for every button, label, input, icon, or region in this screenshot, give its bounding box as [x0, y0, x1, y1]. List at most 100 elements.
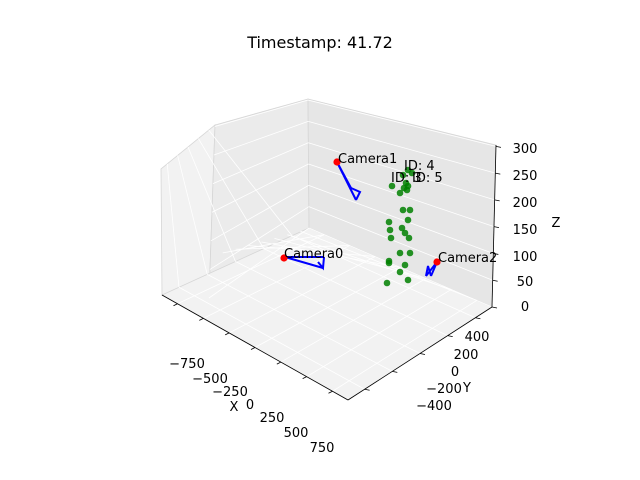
y-grid-line [207, 274, 393, 372]
keypoint [401, 261, 409, 269]
camera0-ray [284, 256, 324, 269]
x-tick [173, 303, 178, 307]
y-grid-line [187, 146, 236, 262]
camera1-image-plane [350, 187, 362, 201]
keypoint [387, 234, 395, 242]
z-axis-line [491, 144, 497, 308]
z-grid-line [308, 142, 495, 201]
y-axis-label: Y [462, 381, 471, 396]
y-tick-label: 200 [454, 348, 479, 363]
x-grid-line [287, 234, 452, 290]
keypoint [405, 234, 413, 242]
z-grid-line [214, 99, 309, 127]
keypoint [408, 169, 416, 177]
camera-markers: Camera0 Camera1 Camera2 [280, 152, 497, 266]
camera0-image-plane [317, 256, 325, 271]
y-tick-label: −400 [416, 399, 452, 414]
x-tick-label: −500 [192, 372, 228, 387]
z-tick [495, 172, 501, 175]
x-tick-label: −250 [212, 385, 248, 400]
annotation-id-5: ID: 5 [412, 171, 443, 186]
keypoint [399, 206, 407, 214]
z-tick [494, 199, 500, 202]
camera0-marker [280, 254, 288, 262]
x-tick [276, 361, 282, 365]
z-tick [491, 306, 498, 309]
axes-panes [160, 98, 497, 401]
z-axis-label: Z [552, 216, 561, 231]
camera2-image-plane [425, 265, 432, 277]
z-grid-line [307, 99, 497, 147]
keypoint [406, 206, 414, 214]
camera0-label: Camera0 [284, 247, 343, 262]
camera1-label: Camera1 [338, 152, 397, 167]
z-tick-label: 100 [513, 250, 538, 265]
y-grid-line [198, 138, 265, 249]
camera2-marker [433, 258, 441, 266]
y-tick [419, 353, 426, 355]
y-tick [364, 388, 370, 391]
x-tick [199, 317, 204, 321]
keypoint [388, 182, 396, 190]
x-tick [250, 347, 256, 350]
y-grid-line [177, 155, 208, 275]
camera2-label: Camera2 [438, 251, 497, 266]
z-tick-label: 250 [513, 169, 538, 184]
camera1-frustum [336, 161, 362, 201]
x-tick [224, 332, 230, 336]
keypoint [406, 249, 414, 257]
z-grid-line [308, 227, 493, 308]
z-grid-line [308, 121, 496, 174]
y-grid-line [208, 129, 293, 236]
x-tick-label: 750 [310, 441, 335, 456]
annotation-id-4: ID: 4 [404, 159, 435, 174]
keypoint [403, 186, 411, 194]
chart-title: Timestamp: 41.72 [247, 33, 393, 52]
y-tick-label: 400 [465, 330, 490, 345]
keypoint [398, 224, 406, 232]
keypoint [402, 179, 410, 187]
keypoint [399, 171, 407, 179]
y-tick [447, 335, 453, 338]
keypoint [385, 218, 393, 226]
keypoint [404, 276, 412, 284]
x-tick-label: 250 [260, 411, 285, 426]
z-grid-line [211, 163, 309, 213]
tick-marks [173, 145, 502, 394]
keypoint [385, 259, 393, 267]
y-grid-line [235, 261, 421, 354]
z-grid-line [208, 227, 310, 299]
keypoint [396, 249, 404, 257]
y-grid-line [166, 163, 180, 288]
x-tick-label: 500 [284, 426, 309, 441]
x-axis-label: X [230, 400, 239, 415]
x-grid-line [261, 241, 401, 268]
y-grid-line [291, 235, 476, 319]
z-tick-label: 200 [513, 196, 538, 211]
z-grid-line [213, 121, 309, 156]
keypoint [386, 226, 394, 234]
camera0-frustum [284, 256, 325, 271]
z-grid-line [308, 206, 493, 281]
z-grid-line [210, 185, 309, 242]
keypoint [404, 216, 412, 224]
z-tick [493, 226, 500, 229]
z-tick [495, 145, 502, 148]
z-tick-label: 50 [517, 275, 534, 290]
id-annotations: ID: 4 ID: 3 ID: 5 [391, 159, 443, 186]
keypoint [383, 279, 391, 287]
z-tick [493, 253, 499, 255]
keypoint [396, 268, 404, 276]
y-tick-label: 0 [451, 365, 459, 380]
annotation-id-3: ID: 3 [391, 171, 422, 186]
x-tick [328, 390, 333, 394]
y-tick [392, 370, 398, 373]
camera1-marker [333, 158, 341, 166]
y-grid-line [178, 286, 365, 390]
y-tick-label: −200 [426, 382, 462, 397]
tick-labels: −750−500−2500250500750−400−2000200400050… [169, 142, 537, 456]
keypoints [383, 166, 416, 287]
z-grid-line [212, 142, 309, 184]
x-grid-line [222, 234, 325, 254]
